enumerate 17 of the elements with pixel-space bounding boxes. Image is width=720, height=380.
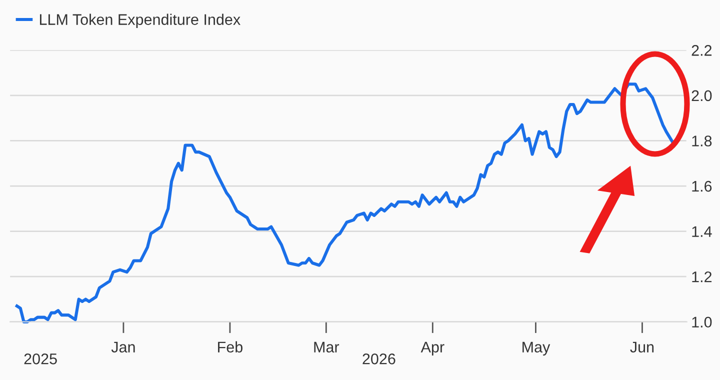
y-tick-label: 2.0 <box>692 90 712 102</box>
x-tick-label: Jan <box>111 342 135 353</box>
y-tick-label: 1.6 <box>692 180 712 192</box>
line-series <box>15 82 675 324</box>
x-tick-label: May <box>522 342 550 356</box>
legend-label: LLM Token Expenditure Index <box>40 14 240 28</box>
y-tick-label: 2.2 <box>692 45 712 56</box>
x-tick-label: Mar <box>314 342 340 353</box>
y-tick-label: 1.4 <box>692 226 712 237</box>
y-tick-label: 1.8 <box>692 136 712 146</box>
x-tick-label: Jun <box>630 342 654 353</box>
x-tick-label: Feb <box>218 341 242 353</box>
text: 2025 <box>24 354 57 364</box>
x-tick-label: Apr <box>420 342 444 356</box>
y-tick-label: 1.0 <box>692 316 712 328</box>
y-tick-label: 1.2 <box>692 271 712 282</box>
text: 2026 <box>362 354 396 364</box>
